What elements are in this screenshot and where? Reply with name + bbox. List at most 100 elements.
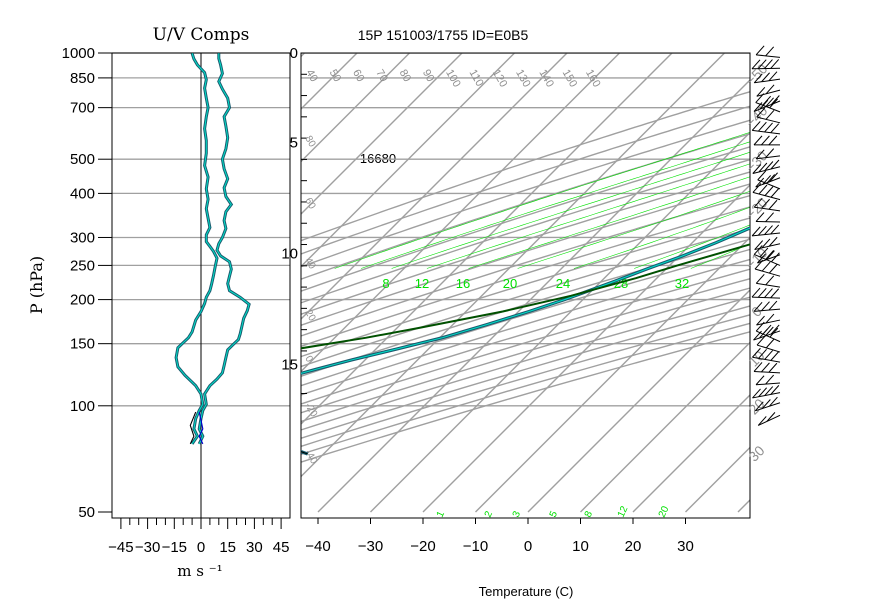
dry-adiabat — [301, 305, 750, 439]
barb-feather — [755, 45, 765, 56]
mixing-ratio-label: 20 — [657, 504, 672, 519]
barb-staff — [754, 308, 781, 312]
barb-feather — [757, 225, 767, 236]
theta-label: 100 — [443, 68, 463, 90]
height-annotation: 16680 — [360, 151, 396, 166]
barb-feather — [755, 177, 765, 188]
barb-feather — [766, 250, 775, 261]
barb-feather — [751, 226, 761, 237]
barb-staff — [754, 268, 781, 277]
barb-feather — [756, 335, 766, 346]
parcel-trace — [301, 243, 750, 350]
isotherm — [301, 53, 515, 268]
wind-barb — [754, 236, 781, 251]
moist-adiabat-label: 12 — [415, 276, 429, 291]
mixing-ratio-label: 3 — [511, 509, 524, 519]
barb-feather — [759, 247, 769, 258]
isotherm — [527, 289, 750, 513]
theta-label: 120 — [490, 68, 510, 90]
barb-feather — [768, 300, 778, 311]
barb-staff — [757, 254, 781, 264]
barb-staff — [752, 129, 781, 135]
dry-adiabat — [301, 133, 750, 280]
theta-label: 90 — [420, 68, 437, 85]
barb-feather — [769, 396, 778, 407]
barb-staff — [756, 54, 781, 58]
barb-feather — [770, 351, 780, 361]
barb-feather — [768, 236, 778, 247]
temperature-axis-label: Temperature (C) — [479, 584, 574, 599]
dry-adiabat — [301, 171, 750, 315]
barb-feather — [753, 135, 763, 146]
barb-feather — [751, 121, 761, 131]
barb-staff — [753, 100, 781, 112]
moist-adiabat — [690, 243, 750, 269]
left-theta-label: 40 — [302, 256, 317, 272]
mixing-ratio-line — [830, 53, 887, 131]
pressure-tick-label: 700 — [70, 100, 95, 117]
mixing-ratio-label: 12 — [616, 504, 631, 519]
barb-staff — [758, 414, 781, 426]
isotherm — [422, 184, 750, 513]
wind-barb — [753, 71, 781, 84]
barb-feather — [757, 416, 767, 426]
barb-feather — [768, 135, 778, 146]
dry-adiabat — [301, 90, 750, 242]
temperature-tick-label: 10 — [572, 538, 589, 555]
uv-tick-label: −30 — [135, 539, 160, 556]
barb-feather — [771, 252, 780, 263]
wind-barb — [751, 59, 781, 70]
height-tick-label: 0 — [290, 45, 298, 62]
wind-barb — [755, 212, 781, 223]
moist-adiabat-label: 32 — [675, 276, 689, 291]
barb-feather — [754, 240, 764, 250]
dry-adiabat — [301, 119, 750, 268]
height-tick-label: 10 — [281, 246, 298, 263]
barb-feather — [764, 288, 773, 298]
barb-feather — [765, 97, 774, 108]
mixing-ratio-line — [857, 53, 887, 131]
wind-barb — [753, 300, 781, 312]
barb-feather — [764, 161, 774, 171]
temperature-trace-top — [301, 451, 308, 455]
barb-feather — [765, 313, 775, 324]
barb-feather — [757, 253, 766, 264]
isotherm — [843, 53, 887, 512]
uv-panel: −45 −30 −15 0 15 30 45 — [108, 52, 291, 556]
barb-feather — [770, 324, 780, 335]
isotherm — [475, 236, 750, 513]
dry-adiabat — [301, 206, 750, 348]
pressure-tick-label: 1000 — [62, 45, 95, 62]
isotherm-label: 30 — [745, 442, 767, 464]
barb-feather — [756, 315, 765, 326]
pressure-tick-label: 300 — [70, 229, 95, 246]
isotherm — [685, 446, 750, 513]
dry-adiabat — [301, 194, 750, 337]
isotherm — [301, 53, 620, 373]
moist-adiabat-label: 16 — [456, 276, 470, 291]
barb-staff — [756, 382, 781, 386]
pressure-tick-label: 400 — [70, 185, 95, 202]
barb-feather — [766, 412, 776, 422]
pressure-tick-label: 850 — [70, 70, 95, 87]
wind-barbs — [751, 45, 781, 426]
wind-barb — [755, 274, 781, 288]
barb-feather — [765, 275, 775, 286]
skew-traces — [301, 226, 750, 456]
temperature-tick-label: 20 — [625, 538, 642, 555]
pressure-axis: 1000 850 700 500 400 300 250 200 150 100 50 — [62, 45, 112, 521]
height-tick-label: 15 — [281, 356, 298, 373]
barb-feather — [764, 225, 773, 235]
barb-feather — [758, 348, 767, 359]
barb-feather — [757, 59, 767, 70]
barb-staff — [756, 155, 781, 160]
wind-barb — [755, 45, 781, 58]
uv-traces — [174, 53, 251, 445]
theta-label: 40 — [303, 68, 320, 85]
barb-feather — [765, 338, 775, 349]
moist-adiabat — [468, 176, 750, 269]
mixing-ratio-label: 2 — [483, 509, 496, 519]
barb-feather — [765, 249, 775, 260]
pressure-tick-label: 50 — [78, 504, 95, 521]
theta-label: 80 — [397, 68, 414, 85]
